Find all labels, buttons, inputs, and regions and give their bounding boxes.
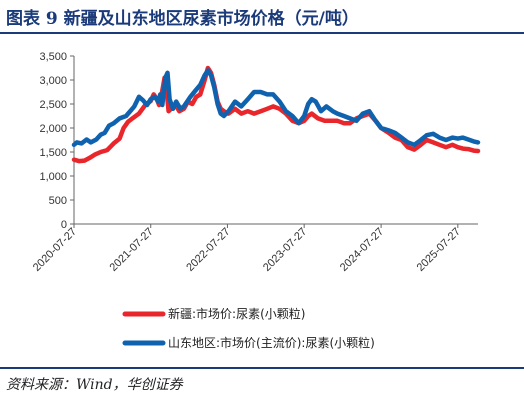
x-tick-label: 2025-07-27 xyxy=(415,226,463,274)
y-tick-label: 1,500 xyxy=(39,147,67,159)
chart-title: 图表 9 新疆及山东地区尿素市场价格（元/吨） xyxy=(6,9,359,29)
source-note: 资料来源：Wind，华创证券 xyxy=(6,377,183,393)
y-tick-label: 3,500 xyxy=(39,51,67,63)
chart-axes: 0 500 1,000 1,500 2,000 2,500 3,000 3,500 2020-0… xyxy=(31,51,478,274)
y-tick-label: 2,500 xyxy=(39,99,67,111)
source-rule xyxy=(0,367,524,369)
chart-legend: 新疆:市场价:尿素(小颗粒) 山东地区:市场价(主流价):尿素(小颗粒) xyxy=(122,306,375,350)
y-tick-label: 3,000 xyxy=(39,75,67,87)
legend-label-2: 山东地区:市场价(主流价):尿素(小颗粒) xyxy=(168,335,375,350)
x-tick-label: 2020-07-27 xyxy=(31,226,79,274)
x-tick-label: 2024-07-27 xyxy=(338,226,386,274)
legend-label-1: 新疆:市场价:尿素(小颗粒) xyxy=(168,306,305,321)
x-tick-label: 2022-07-27 xyxy=(184,226,232,274)
y-tick-label: 500 xyxy=(49,195,67,207)
chart-series xyxy=(71,65,481,164)
x-tick-label: 2021-07-27 xyxy=(108,226,156,274)
y-tick-label: 2,000 xyxy=(39,123,67,135)
y-tick-label: 0 xyxy=(61,219,67,231)
series-line-1 xyxy=(71,65,481,164)
x-tick-label: 2023-07-27 xyxy=(261,226,309,274)
series-line-2 xyxy=(71,68,481,148)
y-tick-label: 1,000 xyxy=(39,171,67,183)
title-rule xyxy=(0,32,524,34)
